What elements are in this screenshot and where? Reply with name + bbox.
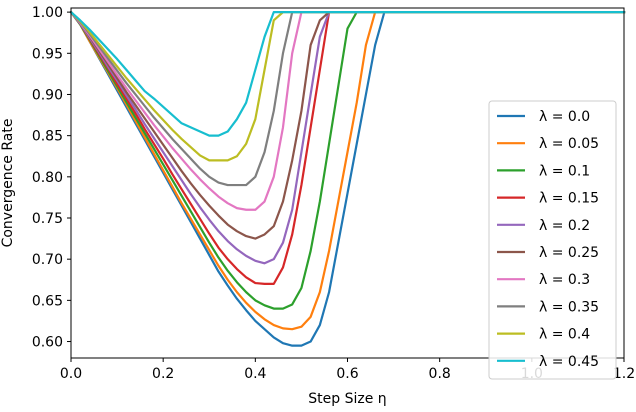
series-line-3	[69, 10, 626, 285]
y-tick-label: 0.85	[32, 129, 63, 145]
y-tick-label: 0.80	[32, 170, 63, 186]
x-tick-label: 0.6	[336, 366, 358, 382]
y-axis-title: Convergence Rate	[0, 119, 16, 248]
legend-label: λ = 0.2	[539, 218, 590, 234]
x-tick-label: 1.2	[613, 366, 635, 382]
x-tick-label: 0.2	[152, 366, 174, 382]
legend-label: λ = 0.15	[539, 191, 599, 207]
series-line-4	[69, 10, 626, 265]
y-tick-label: 0.65	[32, 293, 63, 309]
legend-label: λ = 0.0	[539, 109, 590, 125]
series-line-6	[69, 10, 626, 211]
series-layer	[69, 10, 626, 347]
series-line-7	[69, 10, 626, 187]
series-line-5	[69, 10, 626, 240]
legend-label: λ = 0.1	[539, 163, 590, 179]
x-tick-label: 0.0	[60, 366, 82, 382]
legend-label: λ = 0.05	[539, 136, 599, 152]
legend-label: λ = 0.35	[539, 299, 599, 315]
y-ticks: 0.60 0.65 0.70 0.75 0.80 0.85 0.90 0.95 1.00	[32, 5, 71, 351]
series-line-9	[69, 10, 626, 137]
x-tick-label: 0.4	[244, 366, 266, 382]
legend-label: λ = 0.25	[539, 245, 599, 261]
legend-label: λ = 0.3	[539, 272, 590, 288]
y-tick-label: 0.90	[32, 87, 63, 103]
legend-label: λ = 0.45	[539, 354, 599, 370]
x-axis-title: Step Size η	[308, 391, 386, 407]
series-line-1	[69, 10, 626, 331]
series-line-2	[69, 10, 626, 310]
series-line-0	[69, 10, 626, 347]
legend: λ = 0.0 λ = 0.05 λ = 0.1 λ = 0.15 λ = 0.2 λ =…	[488, 100, 617, 380]
y-tick-label: 0.75	[32, 211, 63, 227]
series-line-8	[69, 10, 626, 162]
y-tick-label: 0.70	[32, 252, 63, 268]
legend-label: λ = 0.4	[539, 327, 590, 343]
y-tick-label: 0.95	[32, 46, 63, 62]
y-tick-label: 1.00	[32, 5, 63, 21]
x-tick-label: 0.8	[429, 366, 451, 382]
y-tick-label: 0.60	[32, 335, 63, 351]
